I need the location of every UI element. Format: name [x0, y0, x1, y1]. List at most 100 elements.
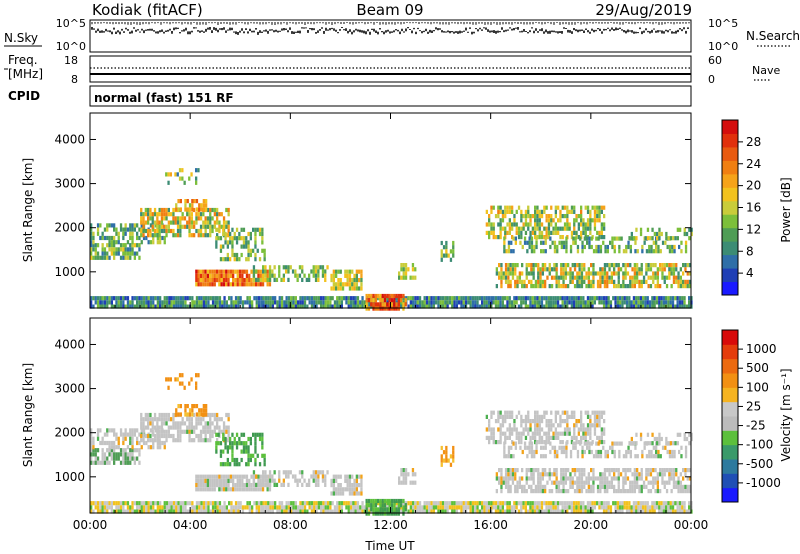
power-cell: [167, 207, 170, 213]
power-cell: [315, 300, 318, 305]
power-cell: [152, 296, 155, 301]
power-cell: [402, 296, 406, 301]
velocity-cell: [555, 472, 558, 477]
power-cell: [658, 227, 661, 232]
velocity-cell: [273, 482, 276, 487]
velocity-cell: [178, 381, 182, 386]
cpid-panel: CPID normal (fast) 151 RF: [8, 85, 692, 107]
power-cell: [599, 271, 602, 276]
velocity-cell: [632, 505, 636, 510]
power-cell: [513, 218, 516, 223]
power-colorbar-segment: [722, 200, 738, 215]
velocity-cell: [193, 412, 196, 418]
velocity-cell: [669, 501, 672, 506]
velocity-cell: [252, 487, 255, 492]
power-cell: [652, 240, 655, 245]
power-cell: [312, 269, 315, 274]
power-cell: [618, 236, 621, 241]
velocity-cell: [331, 501, 334, 506]
velocity-cell: [90, 460, 93, 465]
velocity-cell: [204, 438, 207, 443]
velocity-cell: [520, 431, 523, 436]
velocity-cell: [520, 435, 523, 440]
power-cell: [542, 249, 545, 254]
power-cell: [584, 226, 587, 231]
velocity-cell: [534, 435, 537, 440]
power-cell: [206, 220, 210, 225]
velocity-cell: [524, 419, 528, 424]
nsky-series: [91, 22, 690, 35]
power-cell: [515, 226, 518, 231]
power-cell: [379, 306, 382, 311]
velocity-cell: [94, 452, 97, 457]
velocity-cell: [202, 509, 205, 514]
power-cell: [499, 226, 502, 231]
velocity-cell: [94, 456, 97, 461]
velocity-cell: [656, 484, 659, 489]
power-cell: [92, 235, 95, 241]
power-cell: [660, 231, 663, 237]
velocity-cell: [220, 483, 223, 488]
velocity-cell: [235, 441, 239, 446]
velocity-cell: [577, 431, 580, 436]
power-cell: [566, 218, 569, 223]
velocity-cell: [451, 505, 454, 510]
velocity-cell: [191, 501, 194, 506]
velocity-cell: [96, 509, 100, 514]
power-cell: [575, 230, 578, 235]
velocity-cell: [550, 501, 553, 506]
velocity-cell: [231, 445, 234, 450]
power-cell: [583, 244, 586, 250]
power-cell: [404, 271, 408, 276]
velocity-cell: [508, 509, 511, 514]
velocity-cell: [170, 425, 173, 430]
power-cell: [554, 205, 557, 210]
power-cell: [238, 269, 242, 274]
power-cell: [200, 207, 203, 212]
velocity-cell: [152, 501, 155, 506]
power-cell: [580, 279, 584, 284]
power-cell: [498, 275, 501, 280]
velocity-cell: [655, 454, 658, 459]
velocity-cell: [501, 414, 505, 419]
power-cell: [133, 227, 136, 232]
power-cell: [271, 296, 274, 301]
velocity-cell: [215, 445, 218, 450]
velocity-cell: [186, 404, 189, 409]
velocity-cell: [106, 501, 109, 506]
power-cell: [645, 279, 648, 284]
velocity-cell: [580, 414, 583, 419]
power-cell: [550, 222, 553, 227]
power-cell: [528, 244, 531, 250]
velocity-cell: [186, 425, 189, 430]
velocity-cell: [225, 412, 228, 418]
power-cell: [377, 302, 380, 307]
velocity-cell: [548, 489, 551, 494]
velocity-cell: [619, 501, 622, 506]
power-cell: [586, 240, 589, 245]
power-cell: [589, 300, 592, 305]
power-cell: [346, 278, 349, 283]
velocity-cell: [522, 501, 525, 506]
velocity-cell: [147, 417, 150, 422]
velocity-cell: [94, 448, 97, 453]
power-cell: [262, 296, 265, 301]
velocity-cell: [179, 425, 182, 430]
velocity-cell: [245, 449, 248, 454]
power-cell: [476, 304, 479, 309]
power-cell: [225, 300, 228, 305]
power-cell: [351, 282, 354, 287]
power-cell: [509, 263, 512, 268]
power-cell: [195, 176, 198, 181]
power-cell: [561, 300, 564, 305]
power-cell: [263, 248, 266, 253]
power-cell: [167, 172, 170, 177]
power-cell: [651, 300, 654, 305]
velocity-cell: [213, 425, 216, 430]
velocity-cell: [587, 489, 590, 494]
velocity-cell: [540, 435, 544, 440]
power-cell: [204, 220, 207, 225]
velocity-cell: [317, 470, 320, 475]
power-cell: [635, 296, 638, 301]
power-cell: [580, 214, 583, 219]
